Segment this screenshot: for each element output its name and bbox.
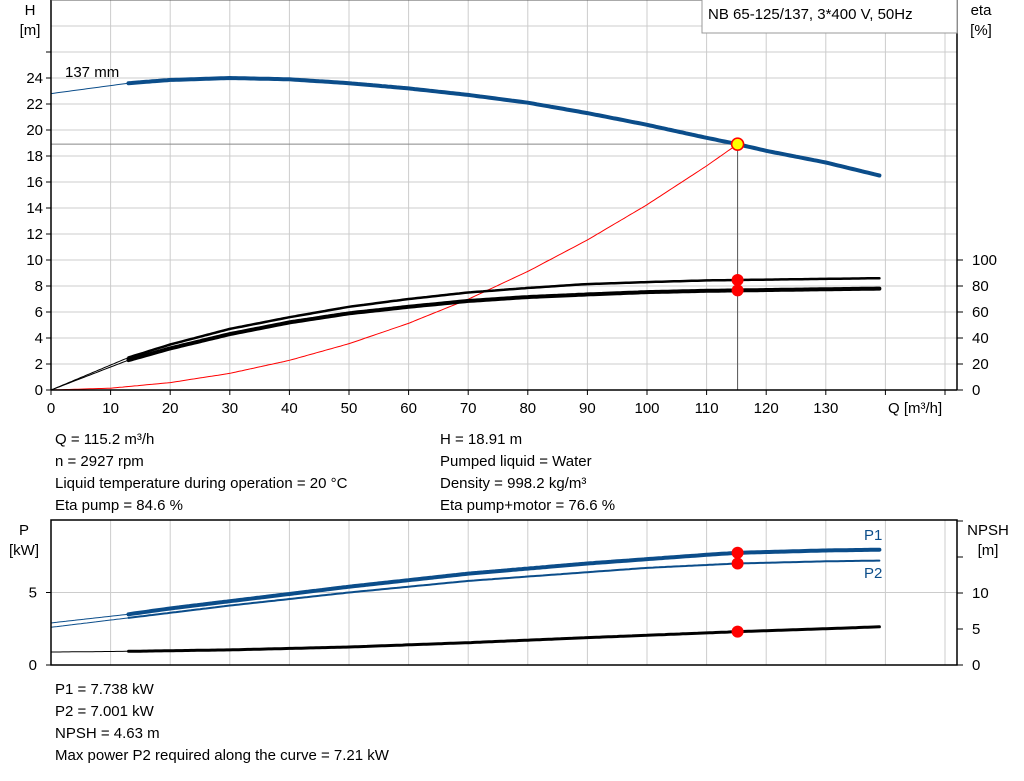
y-tick-label: 16 (26, 174, 43, 191)
npsh-tick-label: 10 (972, 585, 989, 602)
npsh-axis-title: [m] (978, 542, 999, 559)
x-tick-label: 120 (754, 400, 779, 417)
eta-pump-motor-marker (731, 284, 744, 297)
x-tick-label: 100 (634, 400, 659, 417)
p-tick-label: 0 (29, 657, 37, 674)
info-bottom: P1 = 7.738 kW P2 = 7.001 kW NPSH = 4.63 … (55, 679, 389, 767)
x-tick-label: 130 (813, 400, 838, 417)
p-axis-title: [kW] (9, 542, 39, 559)
p-axis-title: P (19, 522, 29, 539)
y-tick-label: 18 (26, 148, 43, 165)
y2-tick-label: 40 (972, 330, 989, 347)
head-curve-extension (50, 82, 129, 95)
p-tick-label: 5 (29, 585, 37, 602)
x-tick-label: 80 (519, 400, 536, 417)
npsh-curve (127, 625, 881, 653)
y-tick-label: 2 (35, 356, 43, 373)
p2-curve (127, 559, 881, 619)
y-tick-label: 0 (35, 382, 43, 399)
bottom-grid (51, 520, 957, 665)
info-temperature: Liquid temperature during operation = 20… (55, 475, 348, 492)
y-tick-label: 10 (26, 252, 43, 269)
p2-marker (731, 557, 744, 570)
y2-tick-label: 0 (972, 382, 980, 399)
y2-axis-title: [%] (970, 22, 992, 39)
labels: 0 10 20 30 40 50 60 70 80 90 100 110 120 130024681012… (9, 2, 1009, 674)
npsh-tick-label: 5 (972, 621, 980, 638)
x-tick-label: 30 (221, 400, 238, 417)
npsh-axis-title: NPSH (967, 522, 1009, 539)
info-max-power: Max power P2 required along the curve = … (55, 747, 389, 764)
axes (46, 0, 963, 666)
info-speed: n = 2927 rpm (55, 453, 144, 470)
info-eta-pump: Eta pump = 84.6 % (55, 497, 183, 514)
npsh-tick-label: 0 (972, 657, 980, 674)
x-tick-label: 70 (460, 400, 477, 417)
x-tick-label: 50 (341, 400, 358, 417)
info-p1: P1 = 7.738 kW (55, 681, 154, 698)
x-tick-label: 90 (579, 400, 596, 417)
duty-point-marker (730, 137, 745, 151)
p2-curve-extension (50, 617, 129, 628)
info-top-right: H = 18.91 m Pumped liquid = Water Densit… (440, 429, 615, 517)
info-head: H = 18.91 m (440, 431, 523, 448)
eta-pump-motor-curve (126, 286, 882, 363)
y-tick-label: 6 (35, 304, 43, 321)
p1-curve (126, 547, 882, 617)
x-tick-label: 20 (162, 400, 179, 417)
eta-pump-marker (731, 274, 744, 287)
info-density: Density = 998.2 kg/m³ (440, 475, 587, 492)
y-tick-label: 22 (26, 96, 43, 113)
title-box: NB 65-125/137, 3*400 V, 50Hz (701, 0, 958, 34)
y-tick-label: 4 (35, 330, 43, 347)
top-grid (51, 0, 957, 390)
y-tick-label: 24 (26, 70, 43, 87)
system-curve (50, 143, 738, 391)
y2-tick-label: 80 (972, 278, 989, 295)
info-p2: P2 = 7.001 kW (55, 703, 154, 720)
npsh-curve-extension (51, 650, 129, 653)
p1-marker (731, 546, 744, 559)
curves (50, 75, 882, 653)
y-axis-title: H (25, 2, 36, 19)
p1-curve-extension (50, 613, 129, 624)
y2-axis-title: eta (971, 2, 993, 19)
y2-tick-label: 60 (972, 304, 989, 321)
y-axis-title: [m] (20, 22, 41, 39)
y2-tick-label: 100 (972, 252, 997, 269)
x-tick-label: 60 (400, 400, 417, 417)
y-tick-label: 8 (35, 278, 43, 295)
info-top-left: Q = 115.2 m³/h n = 2927 rpm Liquid tempe… (55, 429, 347, 517)
head-curve (126, 75, 882, 178)
info-eta-pump-motor: Eta pump+motor = 76.6 % (440, 497, 616, 514)
info-flow: Q = 115.2 m³/h (55, 431, 155, 448)
x-tick-label: 0 (47, 400, 55, 417)
x-axis-label: Q [m³/h] (888, 400, 942, 417)
x-tick-label: 10 (102, 400, 119, 417)
eta-pump-curve (127, 276, 881, 359)
y2-tick-label: 20 (972, 356, 989, 373)
y-tick-label: 12 (26, 226, 43, 243)
x-tick-label: 110 (695, 400, 719, 417)
info-liquid: Pumped liquid = Water (440, 453, 592, 470)
y-tick-label: 20 (26, 122, 43, 139)
eta-pump-motor-curve-extension (50, 359, 129, 391)
chart-title: NB 65-125/137, 3*400 V, 50Hz (708, 6, 913, 23)
info-npsh: NPSH = 4.63 m (55, 725, 160, 742)
curve-diameter-label: 137 mm (65, 64, 119, 81)
y-tick-label: 14 (26, 200, 43, 217)
legend-p1: P1 (864, 527, 882, 544)
x-tick-label: 40 (281, 400, 298, 417)
npsh-marker (731, 625, 744, 638)
legend-p2: P2 (864, 565, 882, 582)
